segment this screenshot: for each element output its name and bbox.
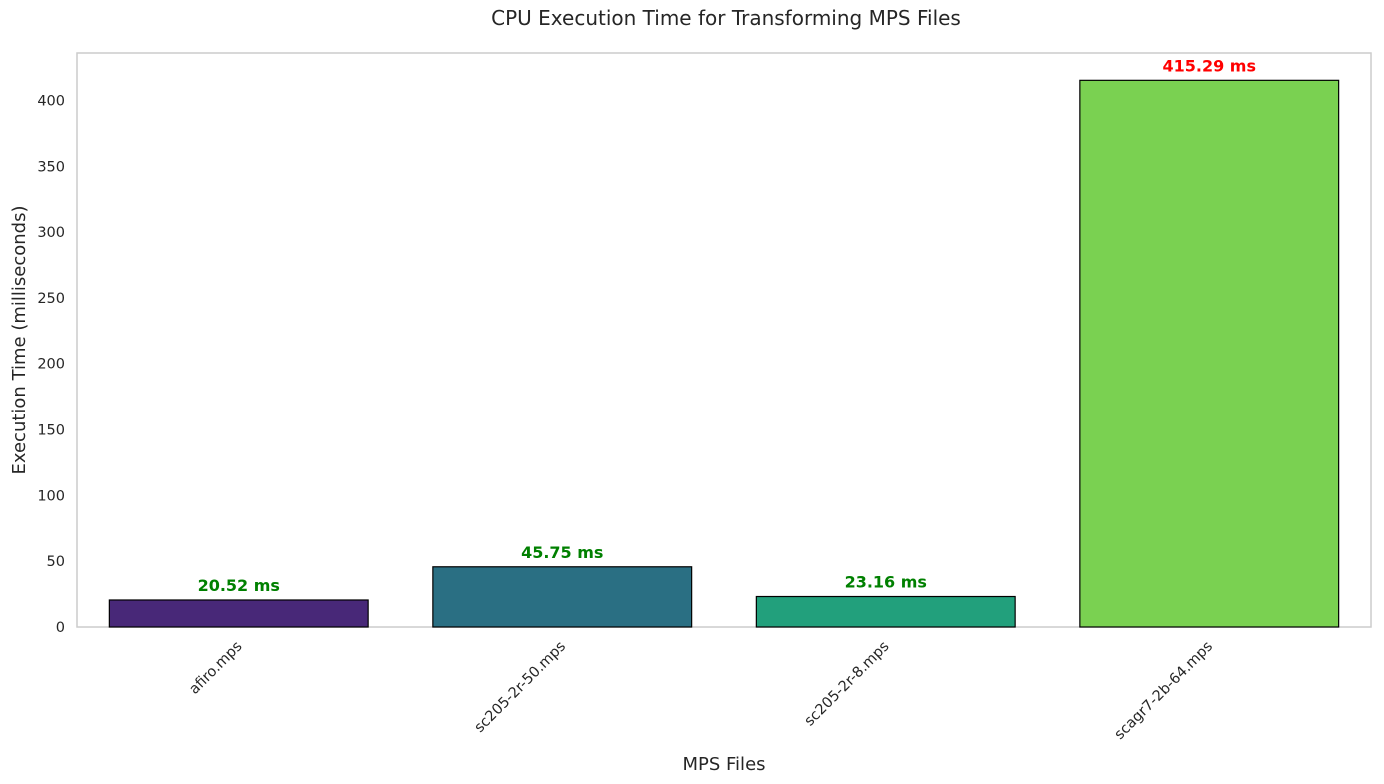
data-label: 23.16 ms [845,573,927,592]
bar-scagr7-2b-64-mps [1079,79,1340,628]
y-axis-label: Execution Time (milliseconds) [9,206,30,475]
bar-sc205-2r-8-mps [755,595,1016,628]
bar-afiro-mps [108,599,369,628]
x-axis-label: MPS Files [682,754,765,775]
y-tick-label: 200 [37,357,65,373]
y-tick-label: 250 [37,291,65,307]
chart-title: CPU Execution Time for Transforming MPS … [491,6,961,30]
data-label: 20.52 ms [198,576,280,595]
y-tick-label: 0 [56,620,65,636]
data-label: 415.29 ms [1162,56,1256,75]
x-tick-label: sc205-2r-50.mps [472,639,569,736]
y-tick-label: 400 [37,93,65,109]
data-label: 45.75 ms [521,543,603,562]
bar-sc205-2r-50-mps [432,566,693,628]
x-tick-label: sc205-2r-8.mps [802,639,893,730]
x-tick-label: scagr7-2b-64.mps [1112,639,1216,743]
y-tick-label: 300 [37,225,65,241]
y-tick-label: 350 [37,159,65,175]
y-tick-label: 50 [47,554,65,570]
y-tick-label: 150 [37,423,65,439]
x-tick-label: afiro.mps [186,639,245,698]
y-tick-label: 100 [37,488,65,504]
